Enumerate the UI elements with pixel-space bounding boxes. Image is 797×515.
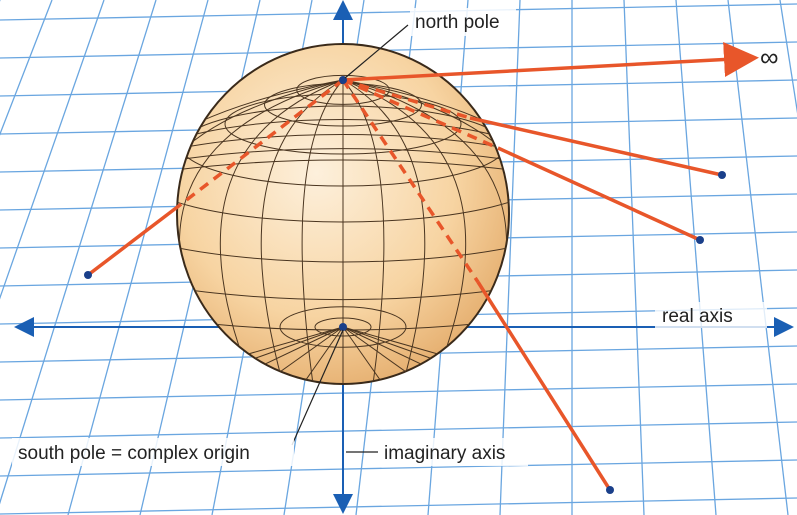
meridian [342,326,384,384]
projection-line [342,42,759,82]
south-pole-point [339,323,347,331]
grid-line [0,421,797,439]
grid-line [0,0,53,136]
meridian [342,79,509,384]
meridian [302,326,344,384]
parallel [314,317,372,337]
meridian [219,79,344,384]
grid-line [0,497,797,515]
meridian [342,79,509,384]
leader-lines [291,24,409,453]
grid-line [675,0,717,515]
meridian [342,79,467,384]
points [84,76,726,494]
parallel [279,306,407,348]
grid-line [623,0,645,515]
sphere-mesh [177,74,509,384]
real-axis-label: real axis [662,306,733,327]
projection-lines [86,42,759,491]
grid-line [727,0,789,515]
south-pole-label: south pole = complex origin [18,443,250,464]
parallel [177,148,509,301]
projection-line [476,281,612,491]
grid-line [0,459,797,477]
parallel [296,74,390,105]
projection-line [469,116,723,177]
grid-line [0,0,105,300]
grid-line [67,0,209,515]
grid-line [0,383,797,401]
infinity-label: ∞ [760,42,779,72]
plane-point [696,236,704,244]
plane-point [84,271,92,279]
grid-line [0,0,157,505]
parallel [224,93,462,155]
projection-line [86,203,182,277]
projection-line [497,146,701,242]
north-pole-label: north pole [415,12,500,33]
plane-point [718,171,726,179]
grid-line [0,3,797,21]
meridian [177,79,344,384]
plane-point [606,486,614,494]
meridian [177,79,344,384]
imaginary-axis-label: imaginary axis [384,443,505,464]
grid-line [0,41,797,59]
grid-line [779,0,797,114]
parallel [177,119,509,223]
grid-line [499,0,521,515]
parallel [177,134,509,263]
meridian [301,79,344,384]
